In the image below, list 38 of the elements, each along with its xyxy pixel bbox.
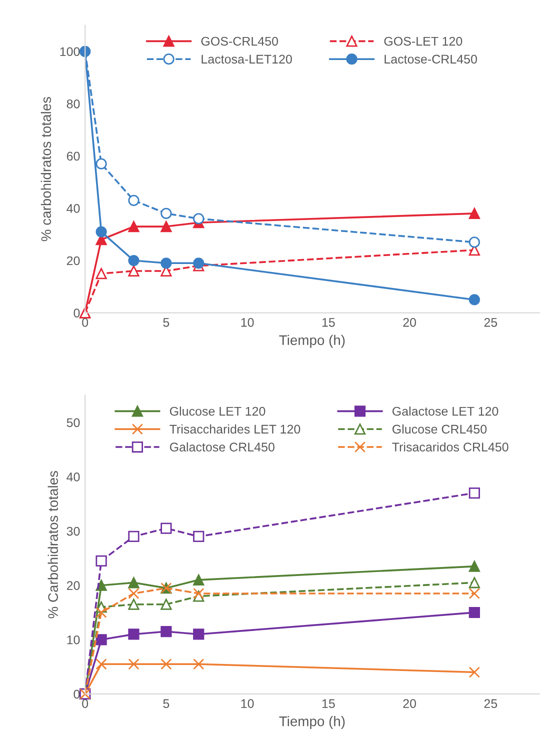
legend-label: GOS-CRL450: [201, 36, 278, 46]
y-axis-title: % carbohidratos totales: [40, 96, 52, 242]
y-tick-label: 0: [74, 690, 80, 699]
legend-label: Galactose LET 120: [392, 406, 498, 416]
x-tick-label: 15: [322, 318, 335, 327]
legend-label: Galactose CRL450: [170, 442, 274, 452]
legend-label: Lactosa-LET120: [202, 54, 292, 64]
legend-label: Trisacaridos CRL450: [392, 442, 508, 452]
x-tick-label: 20: [403, 699, 416, 708]
y-axis-title: % Carbohidratos totales: [48, 471, 58, 618]
x-tick-label: 5: [163, 318, 170, 327]
x-tick-label: 20: [403, 318, 416, 327]
x-axis-title: Tiempo (h): [279, 716, 345, 729]
x-tick-label: 10: [241, 318, 254, 327]
legend-label: Glucose LET 120: [170, 406, 266, 416]
y-tick-label: 40: [66, 472, 80, 482]
y-tick-label: 20: [66, 256, 80, 266]
y-tick-label: 30: [66, 526, 80, 536]
y-tick-label: 40: [66, 204, 80, 213]
y-tick-label: 20: [66, 581, 80, 590]
x-axis-title: Tiempo (h): [279, 334, 345, 348]
x-tick-label: 0: [82, 699, 88, 708]
y-tick-label: 80: [66, 99, 80, 108]
y-tick-label: 0: [74, 308, 80, 318]
y-tick-label: 60: [66, 152, 80, 161]
x-tick-label: 15: [322, 699, 335, 708]
x-tick-label: 10: [241, 699, 254, 708]
y-tick-label: 100: [60, 47, 80, 56]
x-tick-label: 5: [163, 699, 170, 708]
legend-label: Trisaccharides LET 120: [170, 424, 300, 434]
x-tick-label: 25: [484, 699, 498, 708]
legend-label: Lactose-CRL450: [384, 54, 477, 64]
x-tick-label: 25: [484, 318, 498, 327]
legend-label: GOS-LET 120: [384, 36, 462, 46]
x-tick-label: 0: [82, 318, 88, 327]
y-tick-label: 10: [67, 635, 80, 644]
legend-label: Glucose CRL450: [392, 424, 487, 434]
y-tick-label: 50: [66, 418, 80, 428]
